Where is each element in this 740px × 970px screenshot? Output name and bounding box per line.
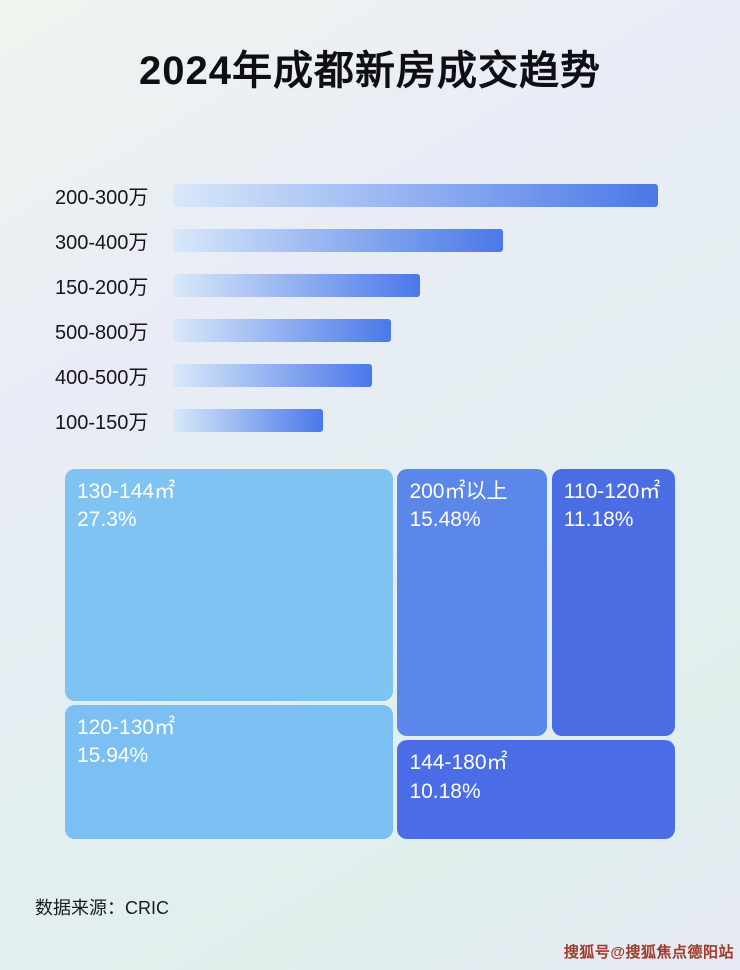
page-title: 2024年成都新房成交趋势 xyxy=(139,49,601,93)
bar xyxy=(173,184,658,207)
bar-label: 100-150万 xyxy=(55,412,149,434)
treemap-block-label: 130-144㎡ xyxy=(77,480,176,503)
treemap-block-value: 15.94% xyxy=(77,744,149,768)
treemap-block: 130-144㎡ 27.3% xyxy=(65,469,394,701)
bar-label: 200-300万 xyxy=(55,187,149,209)
treemap-block: 144-180㎡ 10.18% xyxy=(397,740,675,839)
bar xyxy=(173,319,391,342)
bar-row: 150-200万 xyxy=(55,274,740,299)
bar-label: 400-500万 xyxy=(55,367,149,389)
treemap-block-label: 120-130㎡ xyxy=(77,716,176,740)
bar-row: 200-300万 xyxy=(55,184,740,209)
bar xyxy=(173,409,323,432)
data-source-text: 数据来源：CRIC xyxy=(35,898,169,918)
treemap-block-label: 144-180㎡ xyxy=(409,751,508,775)
treemap-block-value: 10.18% xyxy=(409,779,481,803)
bar-row: 100-150万 xyxy=(55,409,740,434)
bar-label: 150-200万 xyxy=(55,277,149,299)
bar xyxy=(173,274,420,297)
treemap-block-value: 27.3% xyxy=(77,508,137,532)
bar-label: 300-400万 xyxy=(55,232,149,254)
treemap-block-value: 11.18% xyxy=(563,508,634,532)
bar xyxy=(173,229,503,252)
treemap: 130-144㎡ 27.3% 200㎡以上 15.48% 110-120㎡ 11.18% 1… xyxy=(65,469,675,839)
watermark-text: 搜狐号@搜狐焦点德阳站 xyxy=(563,944,734,961)
bar-chart: 200-300万 300-400万 150-200万 500-800万 400-500万… xyxy=(55,184,740,434)
bar-label: 500-800万 xyxy=(55,322,149,344)
bar xyxy=(173,364,372,387)
treemap-block: 200㎡以上 15.48% xyxy=(397,469,548,737)
bar-row: 500-800万 xyxy=(55,319,740,344)
treemap-block: 120-130㎡ 15.94% xyxy=(65,705,394,839)
bar-row: 300-400万 xyxy=(55,229,740,254)
treemap-block: 110-120㎡ 11.18% xyxy=(551,469,675,737)
treemap-block-label: 110-120㎡ xyxy=(563,480,661,503)
treemap-block-label: 200㎡以上 xyxy=(409,480,508,503)
treemap-block-value: 15.48% xyxy=(409,508,481,532)
bar-row: 400-500万 xyxy=(55,364,740,389)
